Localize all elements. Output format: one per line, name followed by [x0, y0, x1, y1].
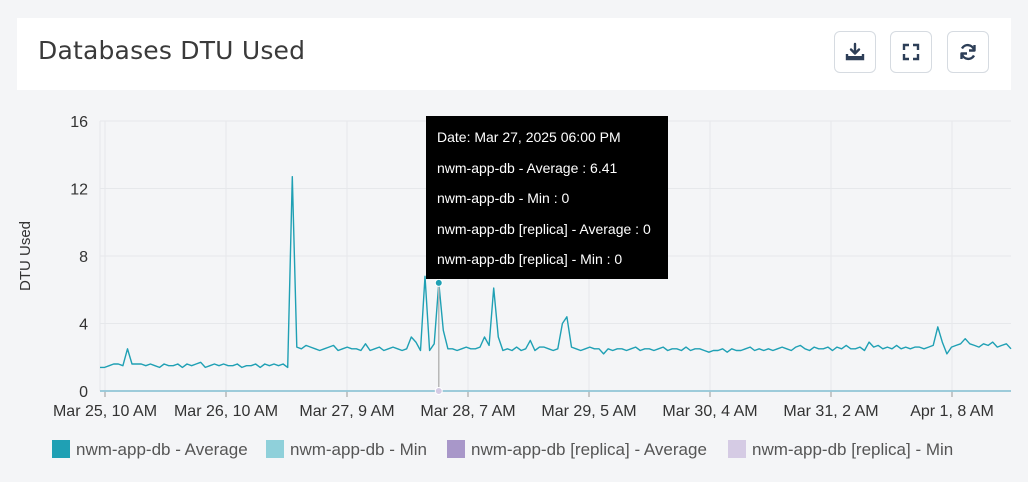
download-button[interactable] [834, 31, 876, 73]
legend-label: nwm-app-db [replica] - Average [471, 440, 707, 459]
x-tick-label: Mar 25, 10 AM [53, 403, 157, 420]
legend-label: nwm-app-db - Min [290, 440, 427, 459]
fullscreen-button[interactable] [890, 31, 932, 73]
legend-label: nwm-app-db - Average [76, 440, 248, 459]
hover-point [434, 278, 443, 287]
legend-item[interactable]: nwm-app-db [replica] - Average [447, 440, 707, 459]
chart-tooltip: Date: Mar 27, 2025 06:00 PM nwm-app-db -… [426, 116, 668, 279]
legend-swatch [52, 440, 70, 458]
y-tick-label: 0 [79, 384, 88, 401]
legend-item[interactable]: nwm-app-db - Average [52, 440, 248, 459]
legend-swatch [266, 440, 284, 458]
line-chart: 0 4 8 12 16 Mar 25, 10 AM Mar 26, 10 AM Mar 27… [17, 114, 1012, 459]
refresh-icon [960, 43, 976, 61]
page-title: Databases DTU Used [38, 36, 306, 65]
fullscreen-icon [902, 43, 920, 61]
legend-swatch [728, 440, 746, 458]
tooltip-line: nwm-app-db [replica] - Average : 0 [437, 220, 651, 237]
download-icon [845, 42, 865, 61]
y-axis-ticks: 0 4 8 12 16 [70, 114, 88, 401]
x-tick-label: Mar 27, 9 AM [299, 403, 394, 420]
x-axis-ticks: Mar 25, 10 AM Mar 26, 10 AM Mar 27, 9 AM Ma… [53, 391, 994, 420]
chart-header: Databases DTU Used [17, 18, 1011, 90]
x-tick-label: Mar 31, 2 AM [783, 403, 878, 420]
y-axis-label: DTU Used [17, 221, 34, 291]
legend-item[interactable]: nwm-app-db [replica] - Min [728, 440, 953, 459]
hover-point [434, 387, 443, 395]
x-tick-label: Apr 1, 8 AM [910, 403, 994, 420]
y-tick-label: 16 [70, 114, 88, 131]
tooltip-line: nwm-app-db - Average : 6.41 [437, 159, 618, 176]
series-line [100, 175, 1012, 369]
legend-swatch [447, 440, 465, 458]
legend-item[interactable]: nwm-app-db - Min [266, 440, 427, 459]
x-tick-label: Mar 29, 5 AM [541, 403, 636, 420]
tooltip-line: nwm-app-db - Min : 0 [437, 190, 570, 206]
chart-legend[interactable]: nwm-app-db - Average nwm-app-db - Min nwm-… [52, 440, 953, 459]
y-tick-label: 8 [79, 249, 88, 266]
legend-label: nwm-app-db [replica] - Min [752, 440, 953, 459]
refresh-button[interactable] [947, 31, 989, 73]
x-tick-label: Mar 28, 7 AM [420, 403, 515, 420]
chart-series[interactable] [100, 175, 1012, 392]
tooltip-date: Date: Mar 27, 2025 06:00 PM [437, 129, 621, 145]
x-tick-label: Mar 30, 4 AM [662, 403, 757, 420]
x-tick-label: Mar 26, 10 AM [174, 403, 278, 420]
y-tick-label: 4 [79, 317, 88, 334]
y-tick-label: 12 [70, 182, 88, 199]
tooltip-line: nwm-app-db [replica] - Min : 0 [437, 251, 623, 267]
